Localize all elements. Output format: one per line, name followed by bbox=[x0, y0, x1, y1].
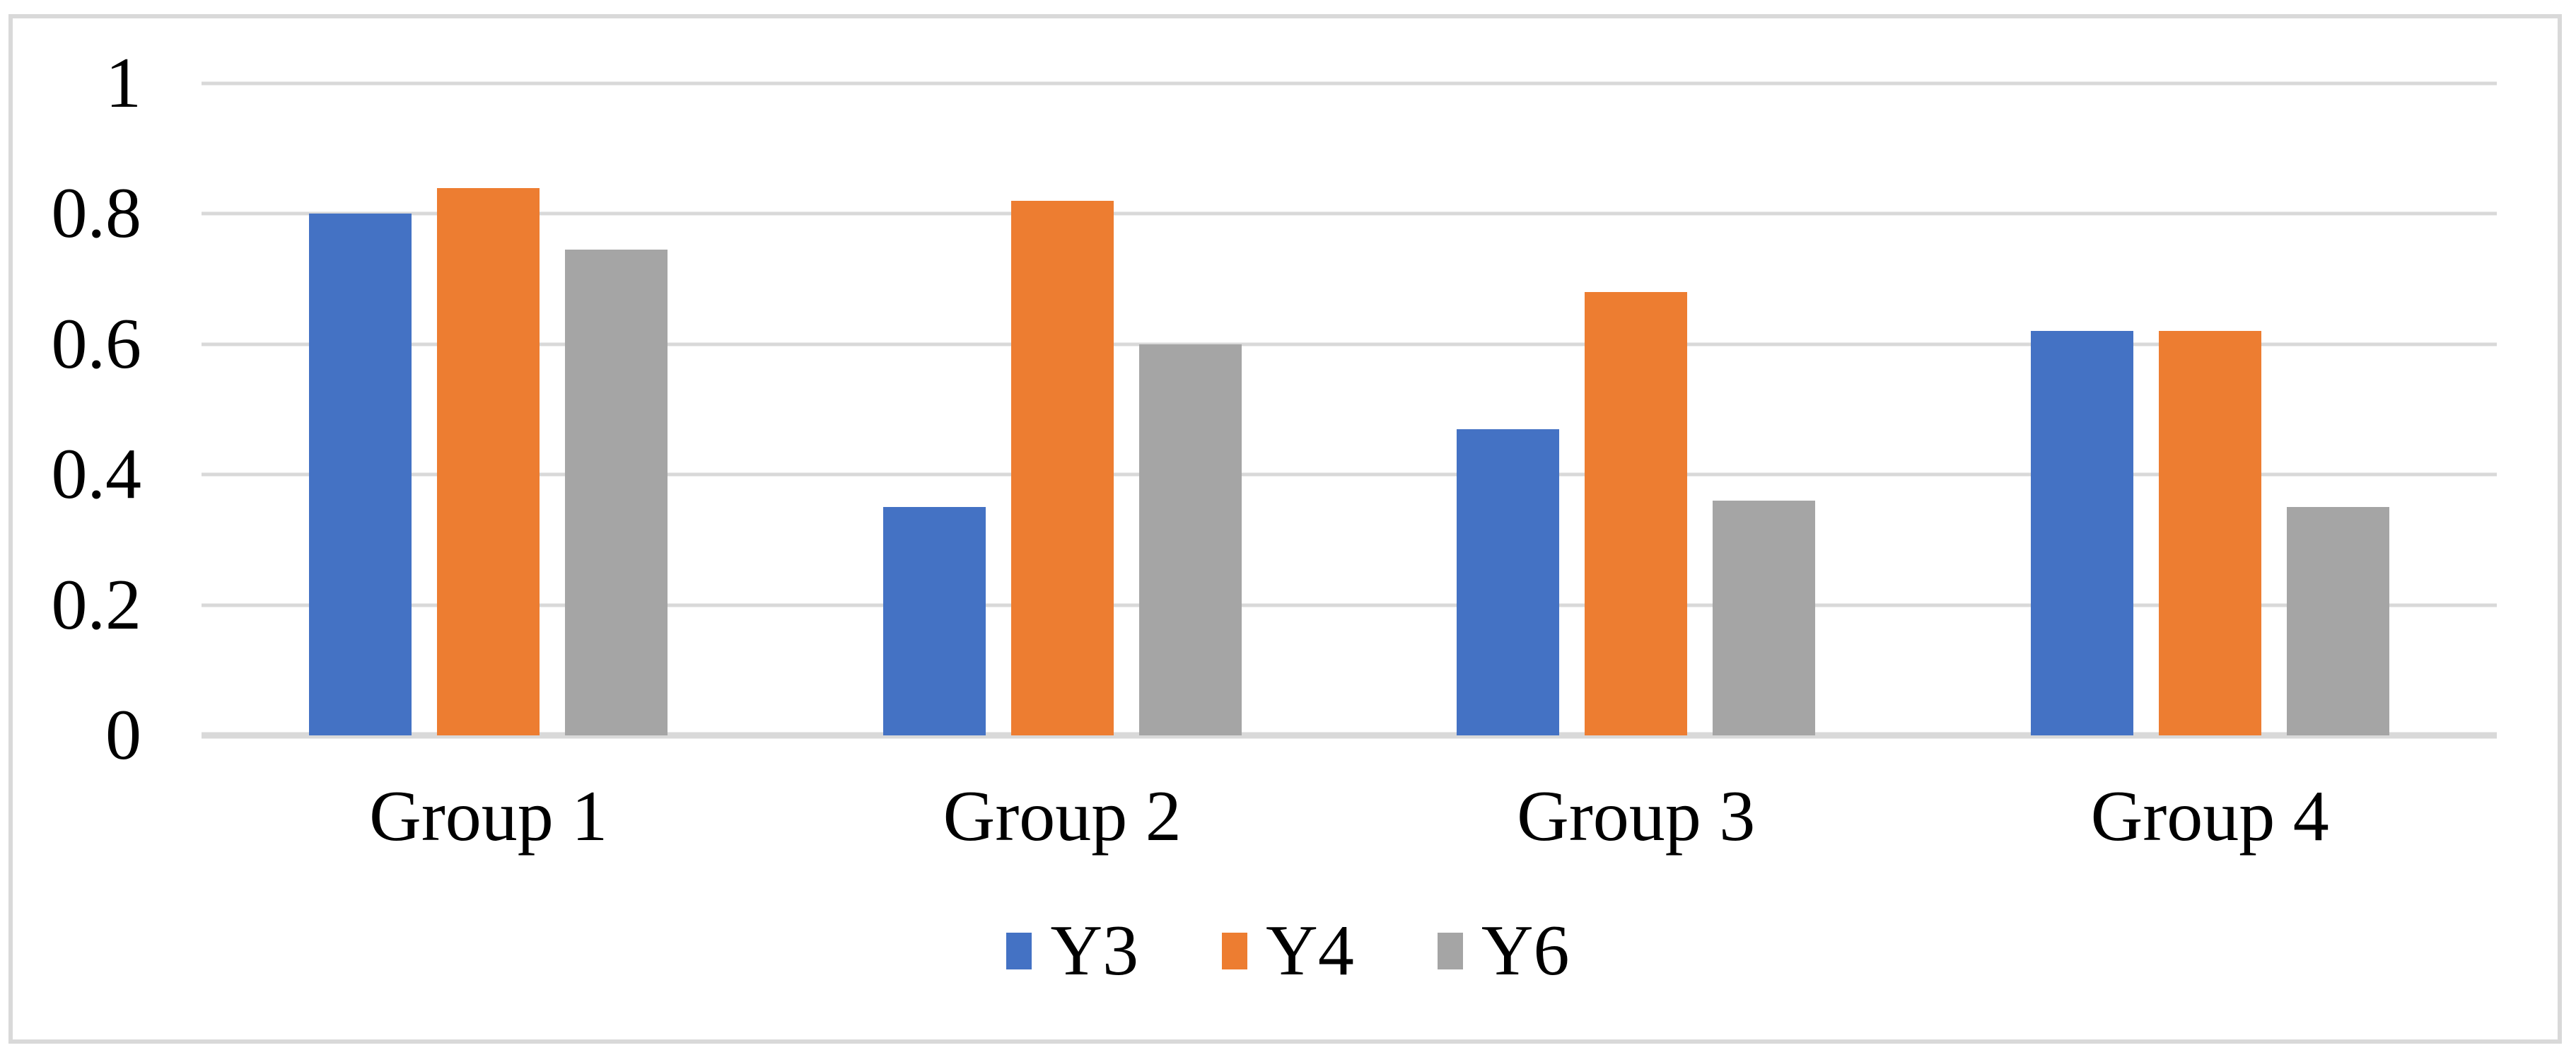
legend-swatch-y4 bbox=[1222, 933, 1248, 969]
y-tick-label-0.8: 0.8 bbox=[51, 173, 142, 254]
gridline-y-1 bbox=[202, 81, 2497, 86]
bar-y3-group-1 bbox=[309, 214, 412, 735]
x-category-label-group-2: Group 2 bbox=[943, 776, 1182, 856]
legend-item-y6: Y6 bbox=[1437, 911, 1570, 991]
legend-label-y3: Y3 bbox=[1050, 911, 1139, 991]
gridline-y-0.8 bbox=[202, 211, 2497, 216]
y-tick-label-0.2: 0.2 bbox=[51, 564, 142, 645]
chart-legend: Y3 Y4 Y6 bbox=[0, 912, 2576, 990]
bar-y4-group-3 bbox=[1585, 292, 1688, 735]
bar-y4-group-1 bbox=[437, 187, 540, 735]
bar-y4-group-2 bbox=[1010, 200, 1114, 735]
x-axis-category-labels: Group 1 Group 2 Group 3 Group 4 bbox=[202, 767, 2497, 866]
y-tick-label-0: 0 bbox=[105, 695, 141, 775]
gridline-y-0.4 bbox=[202, 472, 2497, 477]
x-category-label-group-1: Group 1 bbox=[369, 776, 608, 856]
x-category-label-group-3: Group 3 bbox=[1517, 776, 1756, 856]
bar-y6-group-3 bbox=[1713, 501, 1816, 735]
x-category-label-group-4: Group 4 bbox=[2090, 776, 2329, 856]
bar-y3-group-4 bbox=[2030, 331, 2133, 735]
gridline-y-0.2 bbox=[202, 603, 2497, 607]
legend-item-y3: Y3 bbox=[1006, 915, 1138, 987]
y-tick-label-0.4: 0.4 bbox=[51, 434, 142, 515]
bar-y3-group-3 bbox=[1457, 429, 1560, 735]
legend-label-y4: Y4 bbox=[1266, 911, 1354, 991]
y-tick-label-1: 1 bbox=[105, 43, 141, 123]
legend-swatch-y3 bbox=[1006, 933, 1032, 969]
legend-item-y4: Y4 bbox=[1222, 915, 1354, 987]
bar-y3-group-2 bbox=[882, 507, 986, 735]
legend-label-y6: Y6 bbox=[1481, 911, 1570, 991]
plot-area bbox=[202, 81, 2497, 739]
legend-swatch-y6 bbox=[1437, 933, 1463, 969]
gridline-y-0.6 bbox=[202, 342, 2497, 346]
bar-y6-group-4 bbox=[2286, 507, 2389, 735]
x-axis-line bbox=[202, 732, 2497, 739]
bar-y6-group-2 bbox=[1138, 344, 1242, 735]
y-tick-label-0.6: 0.6 bbox=[51, 303, 142, 384]
bar-y4-group-4 bbox=[2158, 331, 2261, 735]
bar-y6-group-1 bbox=[565, 250, 668, 735]
